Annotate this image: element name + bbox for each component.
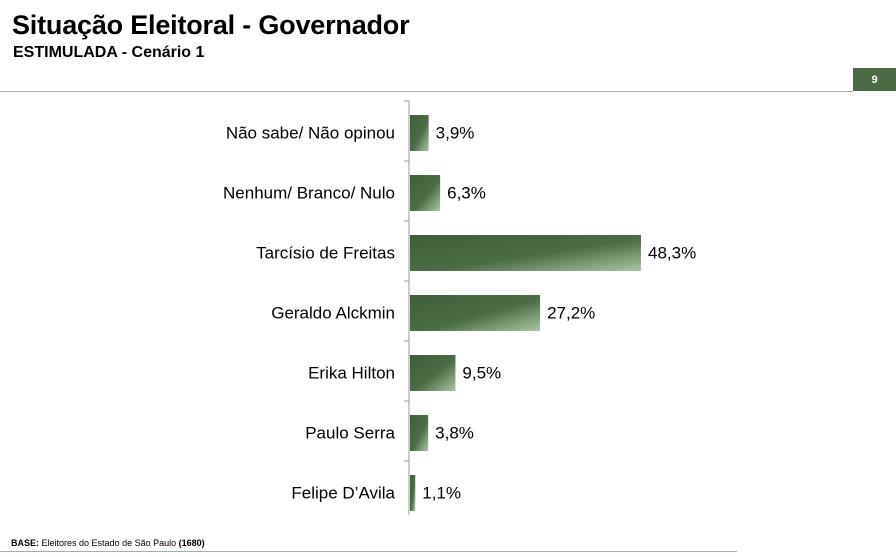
data-label: 9,5%: [462, 364, 501, 383]
data-label: 3,8%: [435, 424, 474, 443]
footer-base-count: (1680): [178, 538, 205, 548]
category-label: Tarcísio de Freitas: [256, 244, 395, 263]
bar: [410, 175, 441, 211]
bar: [410, 415, 429, 451]
category-label: Erika Hilton: [308, 364, 395, 383]
bar-chart: Não sabe/ Não opinou 3,9% Nenhum/ Branco/ …: [223, 100, 696, 515]
bar: [410, 295, 541, 331]
bar: [410, 115, 429, 151]
category-label: Não sabe/ Não opinou: [226, 124, 395, 143]
footer-divider: [0, 551, 737, 552]
header-divider: [0, 91, 853, 92]
bar: [410, 355, 456, 391]
category-label: Felipe D’Avila: [291, 484, 395, 503]
bar: [410, 475, 416, 511]
data-label: 6,3%: [447, 184, 486, 203]
page-subtitle: ESTIMULADA - Cenário 1: [13, 44, 205, 61]
data-label: 3,9%: [436, 124, 475, 143]
page-title: Situação Eleitoral - Governador: [12, 10, 410, 40]
data-label: 1,1%: [422, 484, 461, 503]
category-label: Nenhum/ Branco/ Nulo: [223, 184, 395, 203]
bar: [410, 235, 641, 271]
category-label: Geraldo Alckmin: [271, 304, 395, 323]
category-label: Paulo Serra: [305, 424, 395, 443]
footer-base: BASE: Eleitores do Estado de São Paulo (…: [11, 538, 205, 548]
data-label: 48,3%: [648, 244, 696, 263]
page-number-badge: 9: [853, 68, 896, 91]
data-label: 27,2%: [547, 304, 595, 323]
footer-base-label: BASE:: [11, 538, 40, 548]
footer-base-text: Eleitores do Estado de São Paulo: [39, 538, 179, 548]
